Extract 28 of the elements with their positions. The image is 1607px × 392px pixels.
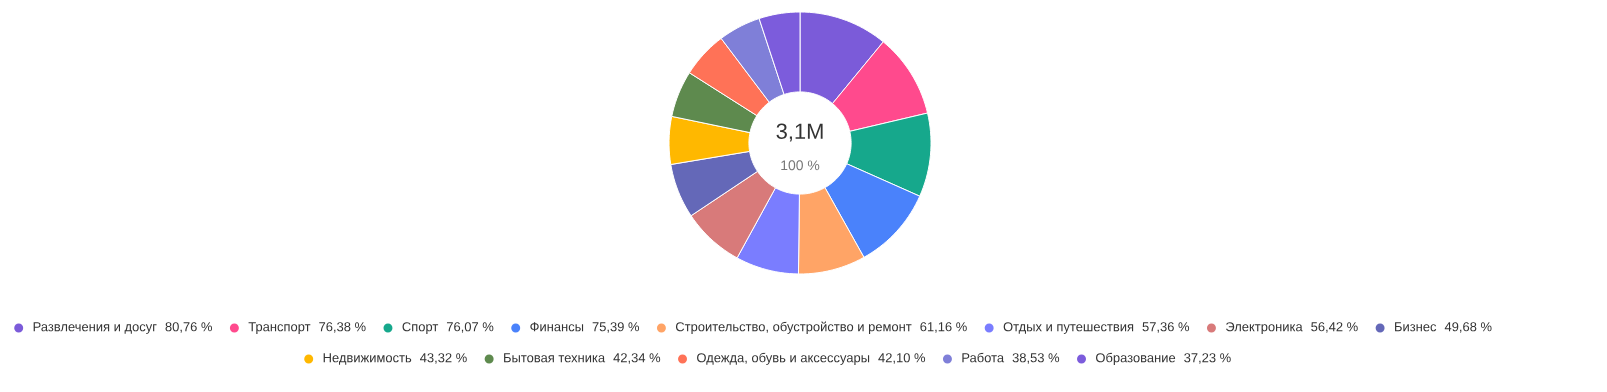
legend-label: Строительство, обустройство и ремонт [675,321,912,334]
data-label: 80,76 % [165,322,212,333]
legend-label: Образование [1096,352,1176,365]
text: 100 % [781,160,820,171]
data-label: 76,07 % [446,322,494,333]
legend-label: Работа [962,352,1005,363]
legend-label: Финансы [530,322,584,332]
data-label: 42,34 % [613,353,661,364]
legend-label: Недвижимость [323,353,412,365]
legend-label: Электроника [1226,322,1303,334]
legend-label: Спорт [402,322,439,334]
data-label: 49,68 % [1444,322,1492,333]
data-label: 37,23 % [1184,353,1231,364]
data-label: 76,38 % [319,322,366,333]
text: 3,1M [776,123,823,142]
legend-label: Одежда, обувь и аксессуары [697,352,870,365]
data-label: 43,32 % [420,353,467,364]
data-label: 57,36 % [1142,322,1190,333]
data-label: 42,10 % [878,353,926,364]
data-label: 61,16 % [920,322,967,333]
legend-label: Бытовая техника [504,353,606,363]
legend-label: Бизнес [1395,322,1437,332]
legend-label: Транспорт [248,322,311,334]
data-label: 38,53 % [1012,353,1060,364]
legend-label: Развлечения и досуг [33,322,157,334]
data-label: 56,42 % [1311,322,1358,333]
legend-label: Отдых и путешествия [1003,322,1134,334]
data-label: 75,39 % [592,322,640,333]
